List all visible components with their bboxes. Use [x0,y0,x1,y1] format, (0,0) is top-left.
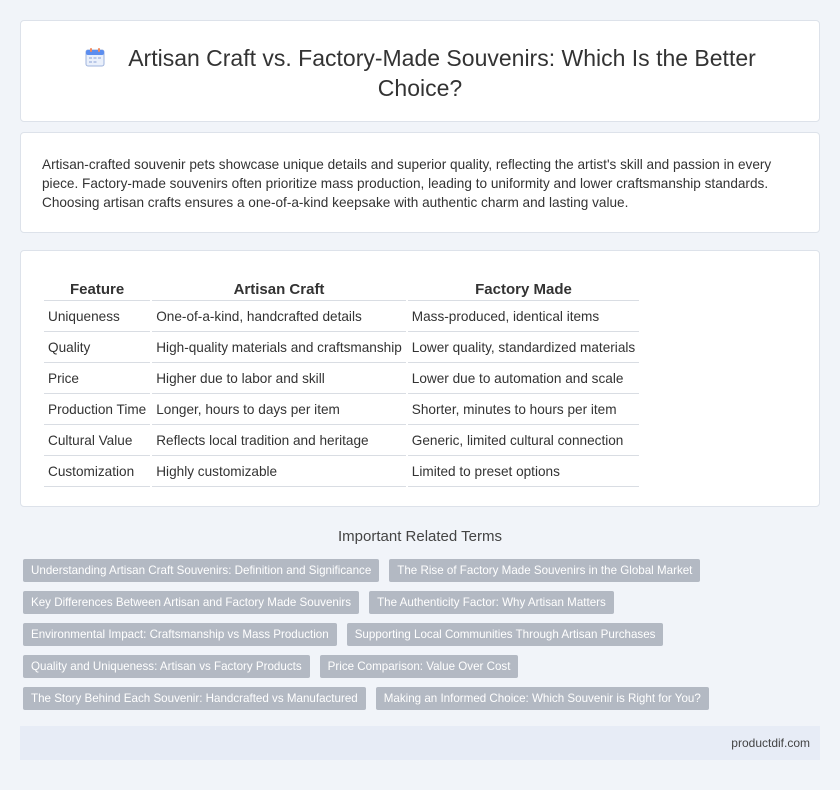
column-header: Feature [44,275,151,301]
table-cell: Price [44,363,151,394]
table-row: Customization Highly customizable Limite… [44,456,640,487]
related-term-tag[interactable]: Making an Informed Choice: Which Souveni… [375,687,709,710]
table-cell: Generic, limited cultural connection [407,425,640,456]
related-terms-heading: Important Related Terms [338,528,502,545]
table-cell: Lower quality, standardized materials [407,332,640,363]
table-cell: Customization [44,456,151,487]
table-cell: Cultural Value [44,425,151,456]
related-term-tag[interactable]: Environmental Impact: Craftsmanship vs M… [23,623,337,646]
table-cell: Mass-produced, identical items [407,301,640,332]
table-cell: Quality [44,332,151,363]
table-cell: Production Time [44,394,151,425]
header-card: Artisan Craft vs. Factory-Made Souvenirs… [20,20,820,122]
related-term-tag[interactable]: Price Comparison: Value Over Cost [319,655,519,678]
page-title-text: Artisan Craft vs. Factory-Made Souvenirs… [128,45,756,101]
table-cell: Limited to preset options [407,456,640,487]
related-term-tag[interactable]: Quality and Uniqueness: Artisan vs Facto… [23,655,310,678]
column-header: Artisan Craft [152,275,406,301]
table-cell: Higher due to labor and skill [152,363,406,394]
page-title: Artisan Craft vs. Factory-Made Souvenirs… [61,43,779,103]
intro-paragraph: Artisan-crafted souvenir pets showcase u… [42,157,772,210]
footer: productdif.com [20,726,820,760]
table-row: Production Time Longer, hours to days pe… [44,394,640,425]
related-term-tag[interactable]: The Authenticity Factor: Why Artisan Mat… [369,591,614,614]
table-row: Quality High-quality materials and craft… [44,332,640,363]
related-term-tag[interactable]: Key Differences Between Artisan and Fact… [23,591,360,614]
related-term-tag[interactable]: The Story Behind Each Souvenir: Handcraf… [23,687,366,710]
table-cell: Shorter, minutes to hours per item [407,394,640,425]
table-cell: High-quality materials and craftsmanship [152,332,406,363]
table-row: Cultural Value Reflects local tradition … [44,425,640,456]
table-cell: Lower due to automation and scale [407,363,640,394]
table-header-row: Feature Artisan Craft Factory Made [44,275,640,301]
column-header: Factory Made [407,275,640,301]
table-cell: One-of-a-kind, handcrafted details [152,301,406,332]
related-term-tag[interactable]: Understanding Artisan Craft Souvenirs: D… [23,559,380,582]
comparison-table: Feature Artisan Craft Factory Made Uniqu… [42,275,641,487]
table-cell: Reflects local tradition and heritage [152,425,406,456]
intro-card: Artisan-crafted souvenir pets showcase u… [20,132,820,233]
table-cell: Highly customizable [152,456,406,487]
table-cell: Uniqueness [44,301,151,332]
related-terms-list: Understanding Artisan Craft Souvenirs: D… [23,559,823,719]
calendar-icon [85,48,105,67]
table-row: Uniqueness One-of-a-kind, handcrafted de… [44,301,640,332]
table-cell: Longer, hours to days per item [152,394,406,425]
comparison-card: Feature Artisan Craft Factory Made Uniqu… [20,250,820,507]
title-wrap: Artisan Craft vs. Factory-Made Souvenirs… [61,43,779,103]
related-term-tag[interactable]: Supporting Local Communities Through Art… [346,623,664,646]
table-row: Price Higher due to labor and skill Lowe… [44,363,640,394]
related-term-tag[interactable]: The Rise of Factory Made Souvenirs in th… [389,559,701,582]
footer-site-link[interactable]: productdif.com [731,736,810,750]
